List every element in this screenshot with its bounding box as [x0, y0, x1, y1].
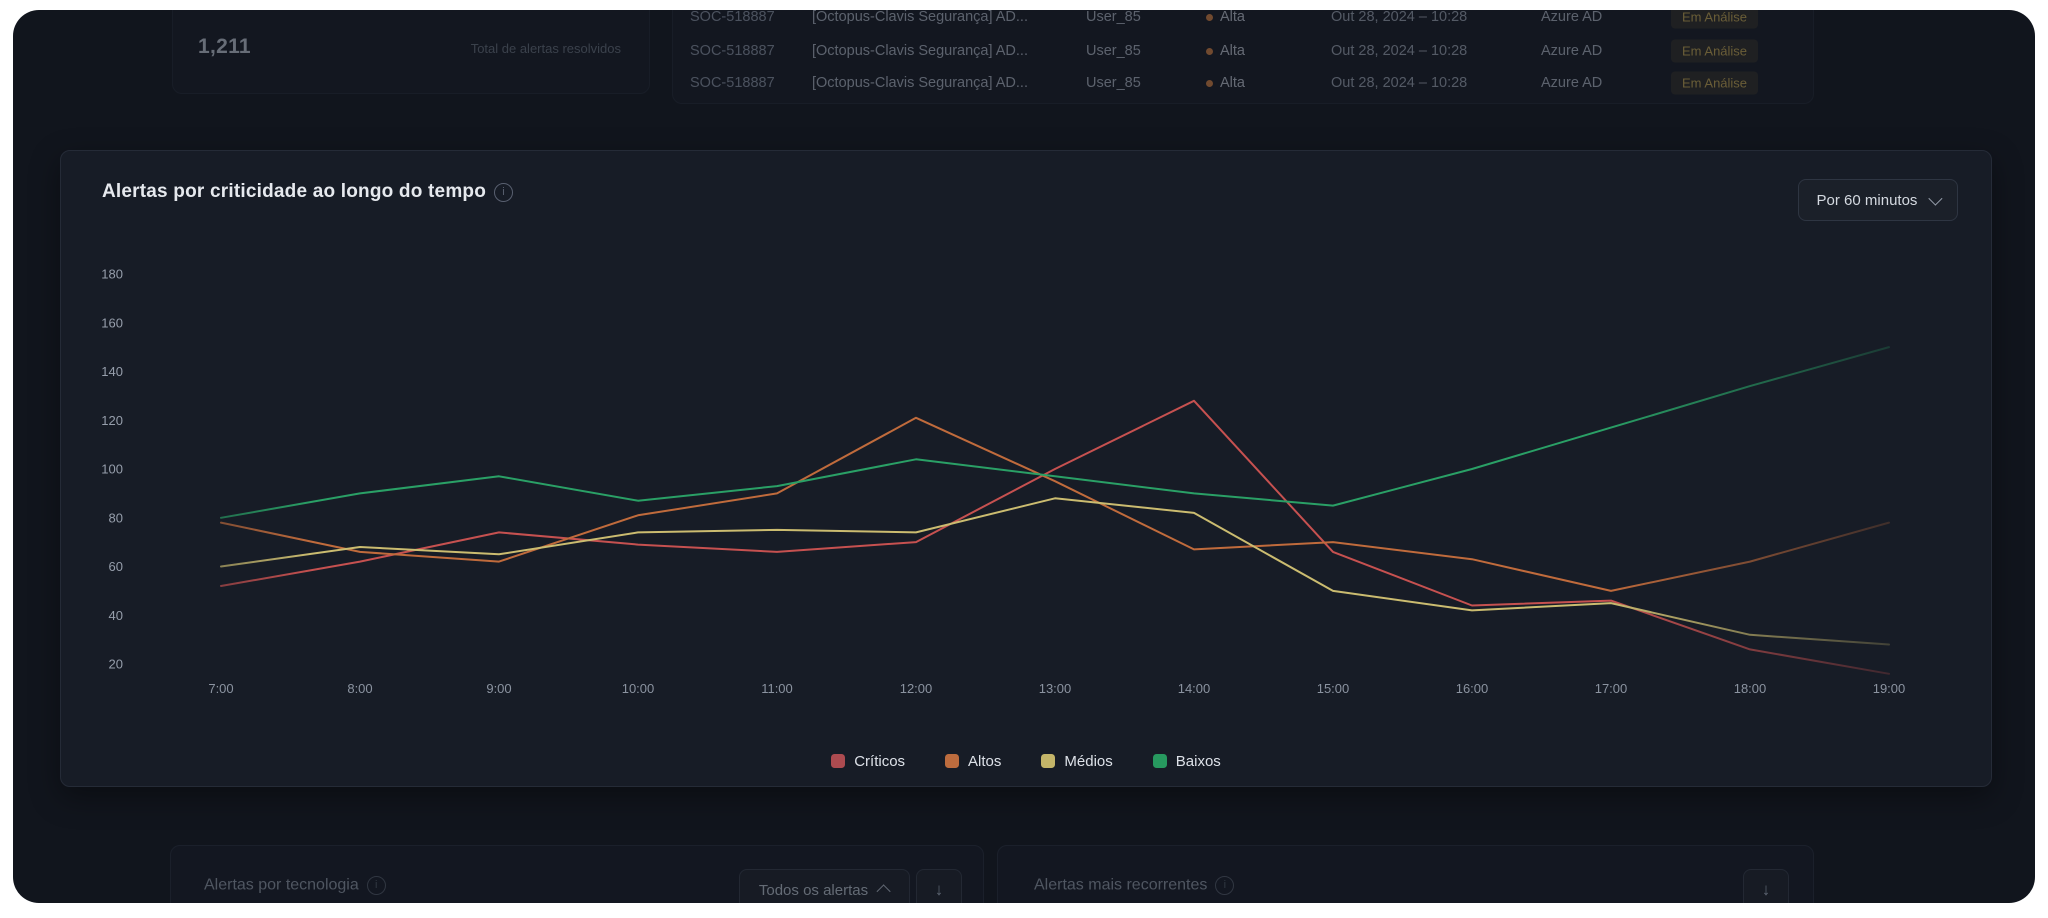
x-axis-tick: 15:00	[1317, 681, 1350, 696]
line-chart: 20 40 60 80 100 120 140 160 180 7:00 8:00 9:00 10:0…	[101, 267, 1906, 697]
series-line-baixos	[220, 346, 1890, 519]
tech-card-title: Alertas por tecnologia	[204, 876, 359, 894]
y-axis-tick: 60	[109, 559, 123, 574]
info-icon[interactable]: i	[1215, 876, 1235, 895]
alert-datetime: Out 28, 2024 – 10:28	[1331, 75, 1468, 91]
y-axis-tick: 20	[109, 657, 123, 672]
alert-severity: Alta	[1206, 10, 1245, 25]
alert-severity: Alta	[1206, 43, 1245, 59]
series-line-médios	[220, 497, 1890, 646]
x-axis-tick: 12:00	[900, 681, 933, 696]
legend-item-altos[interactable]: Altos	[945, 753, 1001, 770]
x-axis-tick: 8:00	[347, 681, 372, 696]
y-axis-tick: 160	[101, 315, 123, 330]
table-row[interactable]: SOC-518887 [Octopus-Clavis Segurança] AD…	[673, 67, 1813, 99]
recurrent-alerts-card: Alertas mais recorrentes i ↓	[997, 845, 1814, 903]
y-axis-tick: 100	[101, 462, 123, 477]
x-axis-tick: 17:00	[1595, 681, 1628, 696]
top-strip: 1,211 Total de alertas resolvidos SOC-51…	[13, 10, 2035, 120]
y-axis-tick: 120	[101, 413, 123, 428]
alerts-filter-value: Todos os alertas	[758, 881, 869, 899]
alerts-filter-dropdown[interactable]: Todos os alertas	[739, 869, 910, 903]
alert-id: SOC-518887	[690, 75, 775, 91]
severity-dot-icon	[1206, 13, 1213, 21]
chart-legend: Críticos Altos Médios Baixos	[61, 749, 1991, 773]
y-axis-tick: 40	[109, 608, 123, 623]
x-axis-tick: 10:00	[622, 681, 655, 696]
alert-tech: Azure AD	[1541, 75, 1603, 91]
legend-swatch-icon	[831, 754, 846, 768]
legend-label: Médios	[1064, 752, 1113, 770]
tech-alerts-card: Alertas por tecnologia i Todos os alertas…	[170, 845, 984, 903]
x-axis-tick: 11:00	[761, 681, 793, 696]
legend-swatch-icon	[1152, 754, 1167, 768]
alert-user: User_85	[1086, 75, 1141, 91]
x-axis-tick: 18:00	[1734, 681, 1767, 696]
download-icon: ↓	[934, 880, 944, 899]
info-icon[interactable]: i	[366, 876, 386, 895]
legend-label: Baixos	[1175, 752, 1221, 770]
alert-title: [Octopus-Clavis Segurança] AD...	[812, 43, 1028, 59]
chart-title: Alertas por criticidade ao longo do temp…	[102, 181, 487, 202]
resolved-alerts-card: 1,211 Total de alertas resolvidos	[172, 10, 650, 94]
x-axis-tick: 16:00	[1456, 681, 1489, 696]
y-axis-tick: 140	[101, 364, 123, 379]
severity-dot-icon	[1206, 79, 1213, 87]
table-row[interactable]: SOC-518887 [Octopus-Clavis Segurança] AD…	[673, 10, 1813, 33]
alert-datetime: Out 28, 2024 – 10:28	[1331, 10, 1468, 25]
alert-tech: Azure AD	[1541, 10, 1603, 25]
x-axis-tick: 14:00	[1178, 681, 1211, 696]
resolved-alerts-label: Total de alertas resolvidos	[470, 41, 621, 56]
status-badge: Em Análise	[1671, 71, 1759, 95]
severity-dot-icon	[1206, 47, 1213, 55]
legend-item-críticos[interactable]: Críticos	[831, 753, 905, 770]
legend-label: Altos	[968, 752, 1002, 770]
x-axis-tick: 9:00	[486, 681, 511, 696]
legend-label: Críticos	[854, 752, 906, 770]
legend-item-baixos[interactable]: Baixos	[1152, 752, 1221, 770]
status-badge: Em Análise	[1671, 10, 1759, 29]
legend-swatch-icon	[945, 754, 960, 768]
x-axis-tick: 7:00	[208, 681, 233, 696]
x-axis-tick: 13:00	[1039, 681, 1072, 696]
interval-dropdown[interactable]: Por 60 minutos	[1798, 179, 1958, 221]
alert-title: [Octopus-Clavis Segurança] AD...	[812, 10, 1028, 25]
download-button[interactable]: ↓	[1743, 869, 1789, 903]
info-icon[interactable]: i	[494, 183, 514, 203]
app-window: 1,211 Total de alertas resolvidos SOC-51…	[13, 10, 2035, 903]
alert-title: [Octopus-Clavis Segurança] AD...	[812, 75, 1028, 91]
y-axis-tick: 80	[109, 510, 123, 525]
series-line-altos	[220, 416, 1890, 592]
series-line-críticos	[220, 399, 1890, 675]
alert-user: User_85	[1086, 10, 1141, 25]
table-row[interactable]: SOC-518887 [Octopus-Clavis Segurança] AD…	[673, 35, 1813, 67]
y-axis-tick: 180	[101, 267, 123, 282]
alert-id: SOC-518887	[690, 10, 775, 25]
legend-swatch-icon	[1041, 754, 1056, 768]
resolved-alerts-value: 1,211	[198, 35, 251, 58]
alert-user: User_85	[1086, 43, 1141, 59]
status-badge: Em Análise	[1671, 39, 1759, 63]
interval-dropdown-value: Por 60 minutos	[1816, 191, 1918, 209]
criticality-chart-card: Alertas por criticidade ao longo do temp…	[60, 150, 1992, 787]
alert-id: SOC-518887	[690, 43, 775, 59]
alerts-table: SOC-518887 [Octopus-Clavis Segurança] AD…	[672, 10, 1814, 104]
recurrent-card-title: Alertas mais recorrentes	[1034, 876, 1208, 894]
legend-item-médios[interactable]: Médios	[1041, 752, 1113, 770]
chevron-up-icon	[876, 884, 891, 899]
download-button[interactable]: ↓	[916, 869, 962, 903]
alert-severity: Alta	[1206, 75, 1245, 91]
alert-datetime: Out 28, 2024 – 10:28	[1331, 43, 1468, 59]
download-icon: ↓	[1761, 880, 1771, 899]
alert-tech: Azure AD	[1541, 43, 1603, 59]
x-axis-tick: 19:00	[1873, 681, 1906, 696]
